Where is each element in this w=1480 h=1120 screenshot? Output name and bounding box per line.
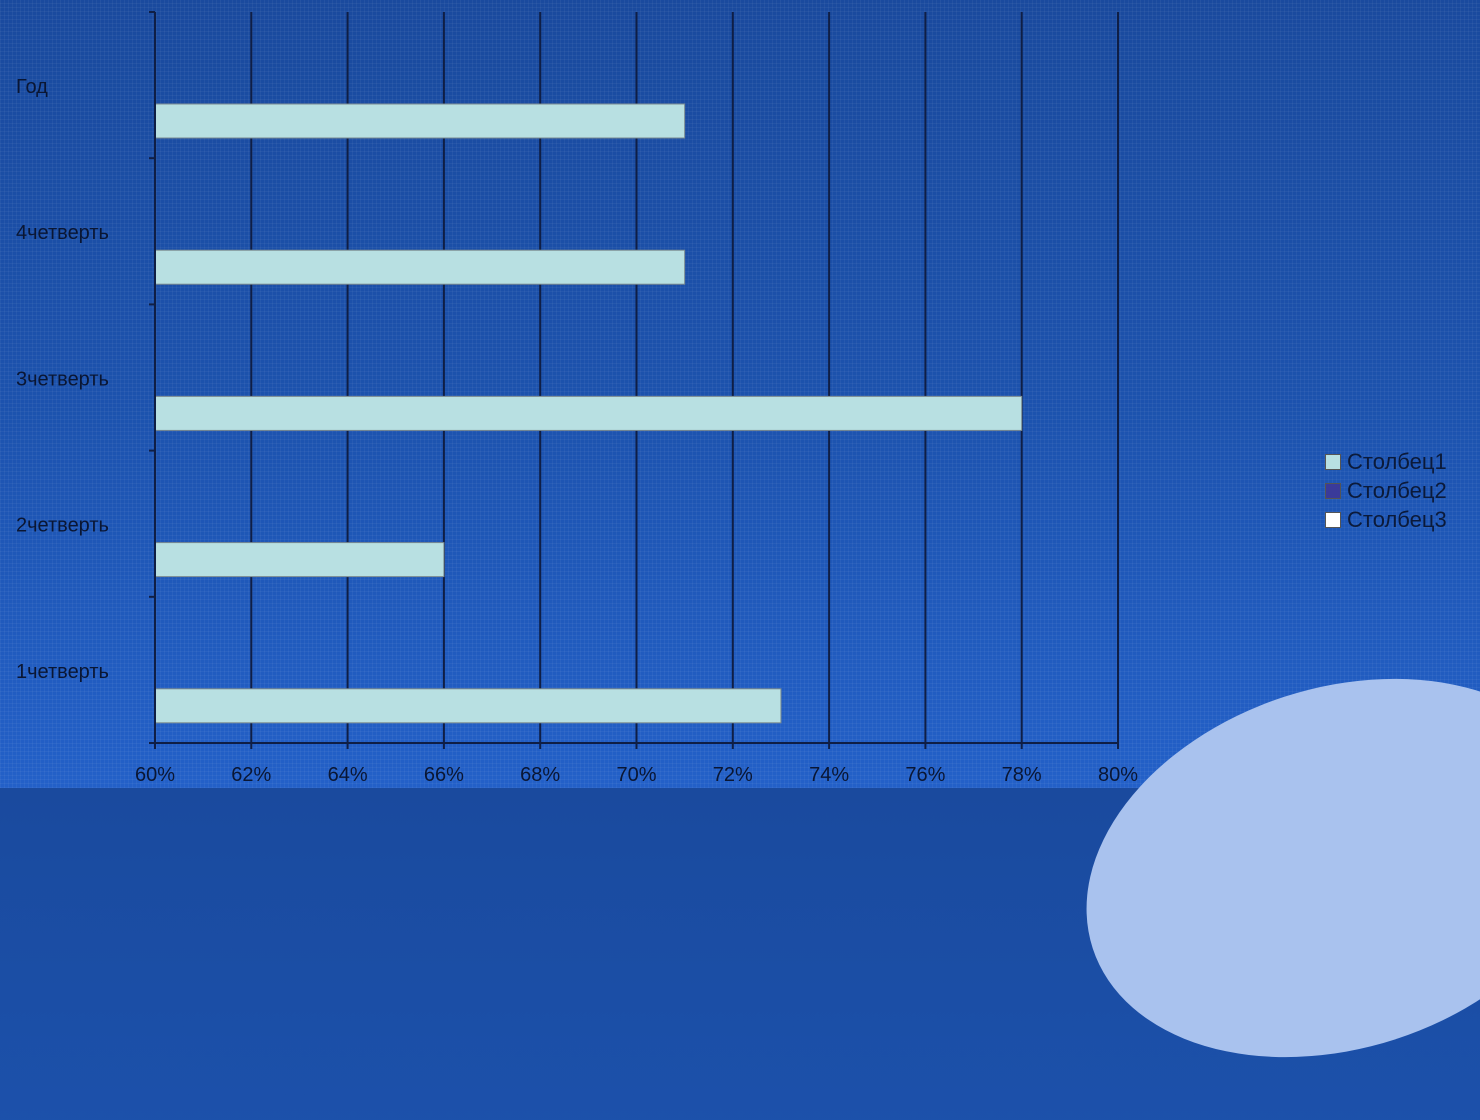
x-tick-label-6: 72% — [713, 764, 753, 786]
category-label-2: 3четверть — [16, 368, 109, 390]
legend-swatch-0 — [1325, 453, 1341, 470]
bar-0-1 — [154, 249, 686, 285]
legend-swatch-1 — [1325, 482, 1341, 499]
x-tick-label-9: 78% — [1002, 764, 1042, 786]
category-label-4: 1четверть — [16, 661, 109, 683]
category-label-1: 4четверть — [16, 222, 109, 244]
x-tick-labels: 60% 62% 64% 66% 68% 70% 72% 74% 76% 78% 80% — [135, 764, 1138, 786]
bar-0-3 — [154, 542, 445, 578]
axes — [149, 11, 1119, 749]
bar-0-2 — [154, 395, 1023, 431]
x-tick-label-0: 60% — [135, 764, 175, 786]
bars — [154, 103, 1023, 724]
legend: Столбец1 Столбец2 Столбец3 — [1325, 447, 1447, 534]
x-tick-label-3: 66% — [424, 764, 464, 786]
category-label-0: Год — [16, 76, 48, 98]
legend-label-1: Столбец2 — [1347, 477, 1447, 503]
x-tick-label-10: 80% — [1098, 764, 1138, 786]
legend-item-2: Столбец3 — [1325, 505, 1447, 534]
x-tick-label-7: 74% — [809, 764, 849, 786]
legend-swatch-2 — [1325, 511, 1341, 528]
bar-0-0 — [154, 103, 686, 139]
x-tick-label-5: 70% — [616, 764, 656, 786]
legend-label-0: Столбец1 — [1347, 448, 1447, 474]
legend-label-2: Столбец3 — [1347, 506, 1447, 532]
category-label-3: 2четверть — [16, 515, 109, 537]
legend-item-0: Столбец1 — [1325, 447, 1447, 476]
legend-item-1: Столбец2 — [1325, 476, 1447, 505]
bar-0-4 — [154, 688, 782, 724]
category-labels: Год 4четверть 3четверть 2четверть 1четверть — [16, 76, 109, 683]
x-tick-label-1: 62% — [231, 764, 271, 786]
x-tick-label-2: 64% — [328, 764, 368, 786]
x-tick-label-4: 68% — [520, 764, 560, 786]
x-tick-label-8: 76% — [905, 764, 945, 786]
bar-chart: 60% 62% 64% 66% 68% 70% 72% 74% 76% 78% 80% Год 4че… — [16, 11, 1138, 786]
